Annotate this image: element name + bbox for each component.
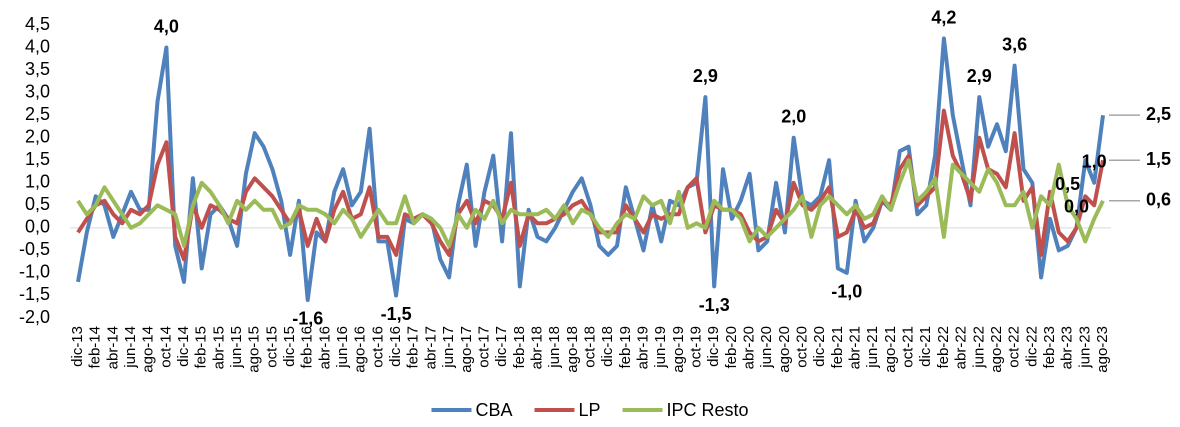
x-tick-label: jun-22 [970, 326, 987, 369]
data-label: -1,0 [831, 282, 862, 302]
x-tick-label: jun-15 [228, 326, 245, 369]
x-tick-label: ago-14 [140, 326, 157, 373]
y-tick-label: 3,5 [25, 59, 50, 79]
x-tick-label: abr-17 [422, 326, 439, 369]
data-label: 0,0 [1064, 197, 1089, 217]
x-tick-label: ago-15 [246, 326, 263, 373]
x-tick-label: abr-19 [634, 326, 651, 369]
x-tick-label: feb-18 [511, 326, 528, 369]
y-tick-label: 3,0 [25, 81, 50, 101]
x-tick-label: dic-22 [1023, 326, 1040, 367]
x-tick-label: oct-20 [794, 326, 811, 368]
x-tick-label: feb-17 [405, 326, 422, 369]
y-tick-label: -0,5 [19, 239, 50, 259]
x-tick-label: oct-17 [475, 326, 492, 368]
data-label: 3,6 [1002, 34, 1027, 54]
x-tick-label: feb-15 [193, 326, 210, 369]
x-tick-label: abr-15 [210, 326, 227, 369]
legend-label: CBA [475, 400, 512, 420]
data-label: 2,0 [781, 106, 806, 126]
x-tick-label: abr-20 [741, 326, 758, 369]
x-tick-label: dic-21 [917, 326, 934, 367]
legend-label: IPC Resto [667, 400, 749, 420]
data-label: -1,3 [699, 295, 730, 315]
legend-item: CBA [431, 400, 512, 420]
x-tick-label: jun-18 [546, 326, 563, 369]
x-tick-label: oct-21 [900, 326, 917, 368]
x-tick-label: oct-15 [263, 326, 280, 368]
x-tick-label: jun-23 [1076, 326, 1093, 369]
x-tick-label: ago-23 [1094, 326, 1111, 373]
x-tick-label: oct-22 [1006, 326, 1023, 368]
x-tick-label: dic-14 [175, 326, 192, 367]
x-tick-label: abr-22 [953, 326, 970, 369]
x-tick-label: feb-23 [1041, 326, 1058, 369]
x-tick-label: abr-18 [528, 326, 545, 369]
x-tick-label: dic-13 [69, 326, 86, 367]
x-tick-label: oct-16 [369, 326, 386, 368]
data-label: -1,6 [292, 309, 323, 329]
x-tick-label: feb-21 [829, 326, 846, 369]
x-tick-label: jun-17 [440, 326, 457, 369]
data-label: 2,9 [693, 66, 718, 86]
x-tick-label: abr-23 [1059, 326, 1076, 369]
data-label: 0,6 [1146, 190, 1171, 210]
x-tick-label: feb-22 [935, 326, 952, 369]
x-tick-label: abr-21 [847, 326, 864, 369]
series-line [76, 158, 1105, 248]
x-tick-label: jun-14 [122, 326, 139, 369]
x-tick-label: jun-19 [652, 326, 669, 369]
x-tick-label: abr-14 [104, 326, 121, 369]
data-label: 2,9 [967, 66, 992, 86]
x-tick-label: dic-18 [599, 326, 616, 367]
x-tick-label: oct-19 [688, 326, 705, 368]
x-tick-label: ago-16 [352, 326, 369, 373]
y-tick-label: -1,5 [19, 284, 50, 304]
x-tick-label: dic-19 [705, 326, 722, 367]
y-tick-label: -1,0 [19, 262, 50, 282]
legend-item: IPC Resto [622, 400, 749, 420]
x-tick-label: oct-18 [581, 326, 598, 368]
x-tick-label: abr-16 [316, 326, 333, 369]
y-tick-label: 4,5 [25, 14, 50, 34]
y-tick-label: 1,5 [25, 149, 50, 169]
x-tick-label: dic-15 [281, 326, 298, 367]
x-tick-label: jun-21 [864, 326, 881, 369]
x-tick-label: ago-19 [670, 326, 687, 373]
x-tick-label: ago-22 [988, 326, 1005, 373]
x-tick-label: ago-17 [458, 326, 475, 373]
legend-label: LP [578, 400, 600, 420]
data-label: 1,0 [1082, 152, 1107, 172]
y-tick-label: 1,0 [25, 172, 50, 192]
data-label: 4,0 [154, 16, 179, 36]
data-label: 2,5 [1146, 104, 1171, 124]
x-tick-label: dic-17 [493, 326, 510, 367]
y-tick-label: 2,0 [25, 126, 50, 146]
y-tick-label: 4,0 [25, 36, 50, 56]
data-label: 1,5 [1146, 149, 1171, 169]
x-tick-label: oct-14 [157, 326, 174, 368]
x-tick-label: feb-19 [617, 326, 634, 369]
x-tick-label: ago-21 [882, 326, 899, 373]
x-tick-label: jun-16 [334, 326, 351, 369]
x-tick-label: feb-16 [299, 326, 316, 369]
x-tick-label: feb-20 [723, 326, 740, 369]
y-tick-label: 0,5 [25, 194, 50, 214]
y-tick-label: 0,0 [25, 217, 50, 237]
legend-item: LP [534, 400, 601, 420]
x-tick-label: dic-16 [387, 326, 404, 367]
data-label: -1,5 [381, 304, 412, 324]
data-label: 0,5 [1055, 174, 1080, 194]
x-tick-label: ago-20 [776, 326, 793, 373]
data-label: 4,2 [931, 7, 956, 27]
series-line [76, 36, 1105, 302]
x-tick-label: jun-20 [758, 326, 775, 369]
x-tick-label: dic-20 [811, 326, 828, 367]
y-tick-label: 2,5 [25, 104, 50, 124]
x-tick-label: feb-14 [87, 326, 104, 369]
x-tick-label: ago-18 [564, 326, 581, 373]
y-tick-label: -2,0 [19, 307, 50, 327]
